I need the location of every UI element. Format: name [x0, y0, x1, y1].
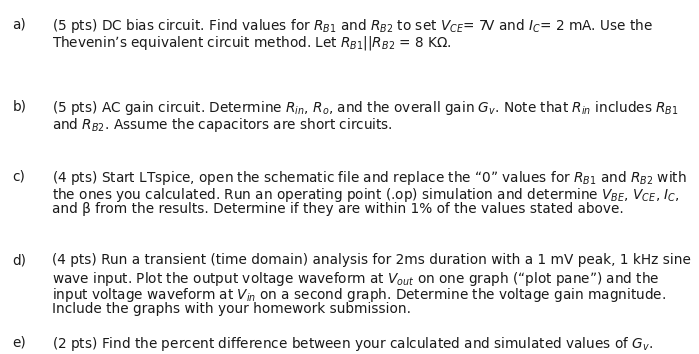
- Text: input voltage waveform at $V_{in}$ on a second graph. Determine the voltage gain: input voltage waveform at $V_{in}$ on a …: [52, 286, 666, 304]
- Text: and β from the results. Determine if they are within 1% of the values stated abo: and β from the results. Determine if the…: [52, 202, 624, 216]
- Text: c): c): [13, 169, 25, 183]
- Text: b): b): [13, 99, 27, 113]
- Text: (4 pts) Run a transient (time domain) analysis for 2ms duration with a 1 mV peak: (4 pts) Run a transient (time domain) an…: [52, 253, 691, 267]
- Text: the ones you calculated. Run an operating point (.op) simulation and determine $: the ones you calculated. Run an operatin…: [52, 185, 680, 204]
- Text: d): d): [13, 253, 27, 267]
- Text: e): e): [13, 335, 27, 349]
- Text: (5 pts) DC bias circuit. Find values for $R_{B1}$ and $R_{B2}$ to set $V_{CE}$= : (5 pts) DC bias circuit. Find values for…: [52, 17, 654, 35]
- Text: Thevenin’s equivalent circuit method. Let $R_{B1}$$||$$R_{B2}$ = 8 KΩ.: Thevenin’s equivalent circuit method. Le…: [52, 34, 452, 51]
- Text: (5 pts) AC gain circuit. Determine $R_{in}$, $R_o$, and the overall gain $G_v$. : (5 pts) AC gain circuit. Determine $R_{i…: [52, 99, 679, 117]
- Text: wave input. Plot the output voltage waveform at $V_{out}$ on one graph (“plot pa: wave input. Plot the output voltage wave…: [52, 269, 660, 287]
- Text: Include the graphs with your homework submission.: Include the graphs with your homework su…: [52, 303, 412, 316]
- Text: (4 pts) Start LTspice, open the schematic file and replace the “0” values for $R: (4 pts) Start LTspice, open the schemati…: [52, 169, 687, 187]
- Text: and $R_{B2}$. Assume the capacitors are short circuits.: and $R_{B2}$. Assume the capacitors are …: [52, 115, 394, 133]
- Text: a): a): [13, 17, 27, 31]
- Text: (2 pts) Find the percent difference between your calculated and simulated values: (2 pts) Find the percent difference betw…: [52, 335, 654, 353]
